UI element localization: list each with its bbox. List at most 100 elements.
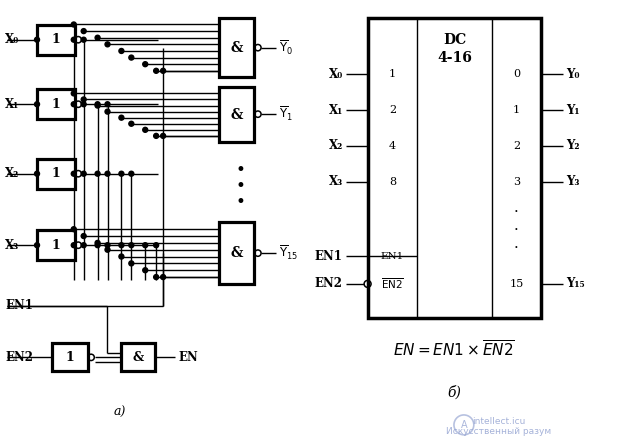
Circle shape: [154, 68, 158, 73]
Circle shape: [129, 243, 134, 248]
Text: X₂: X₂: [328, 139, 343, 153]
Text: &: &: [133, 351, 144, 364]
Circle shape: [119, 171, 124, 176]
Text: Y₂: Y₂: [566, 139, 580, 153]
Text: 1: 1: [52, 239, 61, 252]
Text: •: •: [236, 178, 245, 195]
Text: X₁: X₁: [328, 104, 343, 117]
Text: 1: 1: [513, 105, 520, 115]
Circle shape: [71, 227, 76, 232]
Circle shape: [71, 91, 76, 96]
Circle shape: [160, 68, 165, 73]
Circle shape: [81, 102, 86, 107]
Text: EN2: EN2: [5, 351, 33, 364]
Circle shape: [129, 121, 134, 126]
Circle shape: [95, 243, 100, 248]
Circle shape: [143, 127, 148, 132]
Text: EN1: EN1: [5, 299, 33, 312]
Circle shape: [119, 115, 124, 120]
Circle shape: [105, 109, 110, 114]
Text: A: A: [461, 420, 467, 430]
Bar: [37, 90, 75, 119]
Text: .: .: [514, 219, 519, 233]
Text: 1: 1: [66, 351, 74, 364]
Text: Y₀: Y₀: [566, 68, 580, 81]
Text: DC: DC: [443, 33, 466, 47]
Circle shape: [34, 243, 39, 248]
Circle shape: [34, 102, 39, 107]
Circle shape: [160, 275, 165, 280]
Text: &: &: [230, 108, 243, 122]
Bar: [37, 25, 75, 55]
Circle shape: [143, 243, 148, 248]
Circle shape: [81, 37, 86, 42]
Text: а): а): [113, 405, 125, 419]
Text: 4-16: 4-16: [437, 51, 472, 64]
Circle shape: [81, 97, 86, 102]
Circle shape: [95, 102, 100, 107]
Text: б): б): [447, 385, 461, 399]
Circle shape: [81, 243, 86, 248]
Text: •: •: [236, 162, 245, 179]
Text: 1: 1: [52, 167, 61, 180]
Circle shape: [129, 55, 134, 60]
Bar: [218, 18, 255, 78]
Text: X₁: X₁: [5, 98, 19, 111]
Text: $\overline{\mathrm{Y}}_{15}$: $\overline{\mathrm{Y}}_{15}$: [280, 244, 298, 262]
Text: EN1: EN1: [381, 252, 404, 261]
Text: EN1: EN1: [315, 250, 343, 262]
Text: $\overline{\mathrm{Y}}_{1}$: $\overline{\mathrm{Y}}_{1}$: [280, 105, 293, 123]
Circle shape: [34, 171, 39, 176]
Text: X₃: X₃: [5, 239, 19, 252]
Circle shape: [71, 102, 76, 107]
Circle shape: [105, 171, 110, 176]
Circle shape: [105, 247, 110, 252]
Circle shape: [71, 22, 76, 27]
Text: 3: 3: [513, 177, 520, 187]
Text: intellect.icu
Искусственный разум: intellect.icu Искусственный разум: [446, 417, 551, 436]
Text: 1: 1: [389, 69, 396, 79]
Bar: [218, 222, 255, 284]
Text: •: •: [236, 194, 245, 211]
Text: EN2: EN2: [314, 277, 343, 291]
Text: X₃: X₃: [328, 175, 343, 188]
Bar: [37, 159, 75, 189]
Text: EN: EN: [178, 351, 198, 364]
Text: X₂: X₂: [5, 167, 19, 180]
Text: $EN = EN1 \times \overline{EN2}$: $EN = EN1 \times \overline{EN2}$: [394, 340, 515, 359]
Circle shape: [81, 171, 86, 176]
Text: $\overline{\mathrm{EN2}}$: $\overline{\mathrm{EN2}}$: [381, 277, 404, 291]
Circle shape: [154, 243, 158, 248]
Circle shape: [143, 268, 148, 273]
Circle shape: [154, 134, 158, 138]
Bar: [37, 230, 75, 260]
Bar: [368, 18, 541, 318]
Circle shape: [71, 243, 76, 248]
Text: $\overline{\mathrm{Y}}_{0}$: $\overline{\mathrm{Y}}_{0}$: [280, 39, 293, 56]
Circle shape: [154, 275, 158, 280]
Text: 15: 15: [509, 279, 524, 289]
Text: Y₁₅: Y₁₅: [566, 277, 585, 291]
Text: 8: 8: [389, 177, 396, 187]
Circle shape: [105, 102, 110, 107]
Text: Y₁: Y₁: [566, 104, 580, 117]
Circle shape: [34, 37, 39, 42]
Text: .: .: [514, 202, 519, 216]
Circle shape: [129, 261, 134, 266]
Circle shape: [105, 42, 110, 47]
Circle shape: [95, 35, 100, 40]
Circle shape: [143, 62, 148, 67]
Circle shape: [95, 103, 100, 108]
Bar: [52, 344, 87, 371]
Circle shape: [95, 240, 100, 245]
Text: 2: 2: [513, 141, 520, 151]
Text: &: &: [230, 41, 243, 55]
Circle shape: [71, 171, 76, 176]
Bar: [218, 87, 255, 142]
Text: X₀: X₀: [5, 33, 19, 46]
Text: X₀: X₀: [328, 68, 343, 81]
Circle shape: [119, 243, 124, 248]
Circle shape: [160, 134, 165, 138]
Text: 0: 0: [513, 69, 520, 79]
Text: 2: 2: [389, 105, 396, 115]
